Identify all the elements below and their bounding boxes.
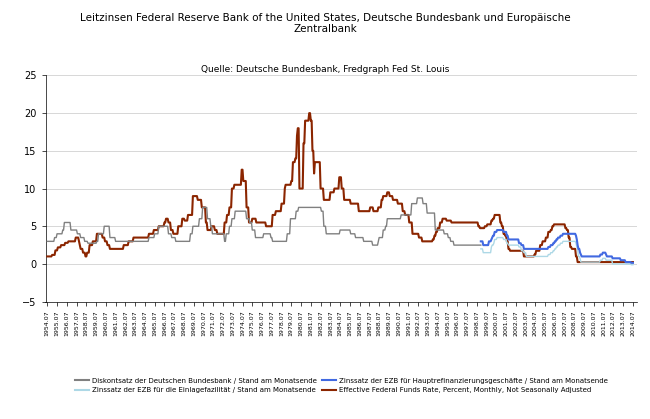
Effective Federal Funds Rate, Percent, Monthly, Not Seasonally Adjusted — [197, 197, 205, 202]
Effective Federal Funds Rate, Percent, Monthly, Not Seasonally Adjusted — [447, 218, 454, 223]
Effective Federal Funds Rate, Percent, Monthly, Not Seasonally Adjusted — [629, 259, 637, 265]
Zinssatz der EZB für die Einlagefazilität / Stand am Monatsende — [533, 254, 541, 259]
Zinssatz der EZB für die Einlagefazilität / Stand am Monatsende — [629, 262, 637, 267]
Zinssatz der EZB für Hauptrefinanzierungsgeschäfte / Stand am Monatsende — [493, 230, 500, 235]
Zinssatz der EZB für die Einlagefazilität / Stand am Monatsende — [478, 246, 486, 251]
Text: Leitzinsen Federal Reserve Bank of the United States, Deutsche Bundesbank und Eu: Leitzinsen Federal Reserve Bank of the U… — [80, 13, 570, 34]
Diskontsatz der Deutschen Bundesbank / Stand am Monatsende — [475, 243, 483, 248]
Zinssatz der EZB für die Einlagefazilität / Stand am Monatsende — [493, 237, 500, 242]
Zinssatz der EZB für die Einlagefazilität / Stand am Monatsende — [493, 235, 501, 240]
Zinssatz der EZB für Hauptrefinanzierungsgeschäfte / Stand am Monatsende — [625, 259, 632, 265]
Diskontsatz der Deutschen Bundesbank / Stand am Monatsende — [173, 239, 181, 244]
Zinssatz der EZB für die Einlagefazilität / Stand am Monatsende — [524, 254, 532, 259]
Diskontsatz der Deutschen Bundesbank / Stand am Monatsende — [396, 216, 404, 221]
Zinssatz der EZB für Hauptrefinanzierungsgeschäfte / Stand am Monatsende — [627, 260, 635, 265]
Effective Federal Funds Rate, Percent, Monthly, Not Seasonally Adjusted — [577, 259, 585, 265]
Legend: Diskontsatz der Deutschen Bundesbank / Stand am Monatsende, Zinssatz der EZB für: Diskontsatz der Deutschen Bundesbank / S… — [75, 378, 608, 393]
Effective Federal Funds Rate, Percent, Monthly, Not Seasonally Adjusted — [172, 231, 179, 236]
Diskontsatz der Deutschen Bundesbank / Stand am Monatsende — [477, 243, 485, 248]
Effective Federal Funds Rate, Percent, Monthly, Not Seasonally Adjusted — [574, 259, 582, 265]
Diskontsatz der Deutschen Bundesbank / Stand am Monatsende — [413, 195, 421, 201]
Diskontsatz der Deutschen Bundesbank / Stand am Monatsende — [252, 235, 260, 240]
Zinssatz der EZB für die Einlagefazilität / Stand am Monatsende — [627, 262, 635, 267]
Diskontsatz der Deutschen Bundesbank / Stand am Monatsende — [427, 210, 435, 215]
Line: Effective Federal Funds Rate, Percent, Monthly, Not Seasonally Adjusted: Effective Federal Funds Rate, Percent, M… — [47, 113, 633, 262]
Zinssatz der EZB für Hauptrefinanzierungsgeschäfte / Stand am Monatsende — [528, 246, 536, 251]
Zinssatz der EZB für Hauptrefinanzierungsgeschäfte / Stand am Monatsende — [477, 239, 485, 244]
Diskontsatz der Deutschen Bundesbank / Stand am Monatsende — [44, 239, 51, 244]
Effective Federal Funds Rate, Percent, Monthly, Not Seasonally Adjusted — [306, 111, 313, 116]
Effective Federal Funds Rate, Percent, Monthly, Not Seasonally Adjusted — [332, 186, 340, 191]
Line: Zinssatz der EZB für Hauptrefinanzierungsgeschäfte / Stand am Monatsende: Zinssatz der EZB für Hauptrefinanzierung… — [481, 230, 633, 263]
Zinssatz der EZB für Hauptrefinanzierungsgeschäfte / Stand am Monatsende — [524, 246, 532, 251]
Diskontsatz der Deutschen Bundesbank / Stand am Monatsende — [209, 231, 217, 236]
Zinssatz der EZB für Hauptrefinanzierungsgeschäfte / Stand am Monatsende — [533, 246, 541, 251]
Diskontsatz der Deutschen Bundesbank / Stand am Monatsende — [369, 243, 376, 248]
Zinssatz der EZB für Hauptrefinanzierungsgeschäfte / Stand am Monatsende — [629, 260, 637, 265]
Zinssatz der EZB für Hauptrefinanzierungsgeschäfte / Stand am Monatsende — [493, 228, 501, 233]
Line: Zinssatz der EZB für die Einlagefazilität / Stand am Monatsende: Zinssatz der EZB für die Einlagefazilitä… — [481, 238, 633, 265]
Zinssatz der EZB für die Einlagefazilität / Stand am Monatsende — [477, 246, 485, 251]
Zinssatz der EZB für die Einlagefazilität / Stand am Monatsende — [625, 261, 632, 266]
Line: Diskontsatz der Deutschen Bundesbank / Stand am Monatsende: Diskontsatz der Deutschen Bundesbank / S… — [47, 198, 481, 245]
Text: Quelle: Deutsche Bundesbank, Fredgraph Fed St. Louis: Quelle: Deutsche Bundesbank, Fredgraph F… — [201, 65, 449, 74]
Effective Federal Funds Rate, Percent, Monthly, Not Seasonally Adjusted — [389, 197, 397, 202]
Zinssatz der EZB für Hauptrefinanzierungsgeschäfte / Stand am Monatsende — [478, 239, 486, 244]
Zinssatz der EZB für die Einlagefazilität / Stand am Monatsende — [528, 254, 536, 259]
Effective Federal Funds Rate, Percent, Monthly, Not Seasonally Adjusted — [44, 254, 51, 259]
